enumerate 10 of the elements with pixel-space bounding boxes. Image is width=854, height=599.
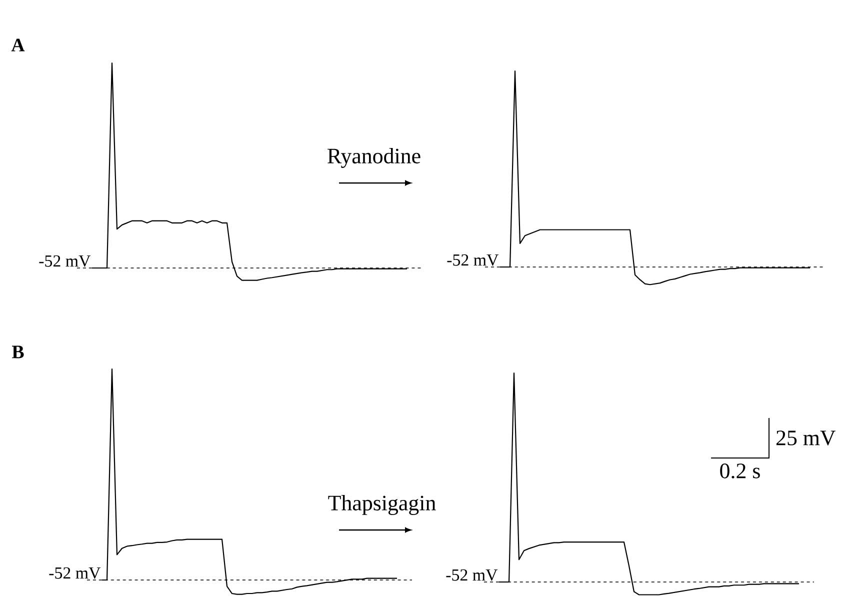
annotation: Ryanodine xyxy=(328,148,420,168)
chart-title: B xyxy=(12,346,24,358)
ref-line-label: -52 mV xyxy=(49,567,101,579)
annotation: 0.2 s xyxy=(720,464,760,478)
chart-title: A xyxy=(11,38,25,52)
ref-line-label: -52 mV xyxy=(39,255,91,267)
ref-line-label: -52 mV xyxy=(447,254,499,266)
annotation: Thapsigagin xyxy=(328,495,436,515)
annotation: 25 mV xyxy=(776,430,836,446)
ref-line-label: -52 mV xyxy=(446,569,498,581)
